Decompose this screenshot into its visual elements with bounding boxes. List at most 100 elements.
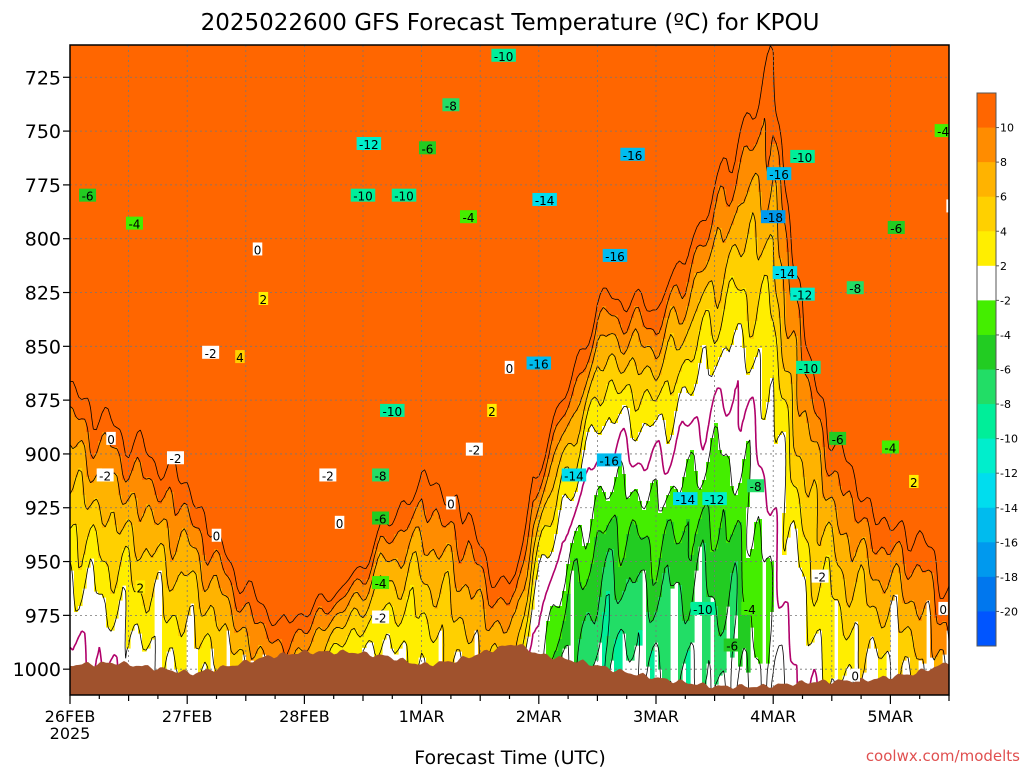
temperature-band-cell xyxy=(774,45,779,145)
temperature-band-cell xyxy=(698,300,703,331)
temperature-band-cell xyxy=(778,390,783,436)
temperature-band-cell xyxy=(790,483,795,523)
temperature-band-cell xyxy=(594,369,599,400)
colorbar-tick-label: 4 xyxy=(1000,225,1007,238)
temperature-band-cell xyxy=(738,162,743,205)
contour-label: -12 xyxy=(705,493,725,507)
temperature-band-cell xyxy=(742,288,747,349)
temperature-band-cell xyxy=(662,360,667,385)
temperature-band-cell xyxy=(766,240,771,280)
temperature-band-cell xyxy=(882,654,887,688)
temperature-band-cell xyxy=(126,45,131,481)
temperature-band-cell xyxy=(398,600,403,625)
colorbar-swatch xyxy=(977,334,996,370)
contour-label-bg xyxy=(372,468,390,482)
temperature-band-cell xyxy=(666,495,671,520)
temperature-band-cell xyxy=(366,45,371,580)
temperature-band-cell xyxy=(554,45,559,427)
temperature-band-cell xyxy=(710,45,715,226)
temperature-band-cell xyxy=(826,555,831,691)
temperature-band-cell xyxy=(346,621,351,637)
temperature-band-cell xyxy=(550,441,555,463)
temperature-band-cell xyxy=(614,600,619,640)
temperature-band-cell xyxy=(110,474,115,511)
temperature-band-cell xyxy=(590,399,595,427)
colorbar-tick-label: -14 xyxy=(1000,502,1018,515)
contour-label: -10 xyxy=(394,190,414,204)
temperature-band-cell xyxy=(738,255,743,292)
temperature-band-cell xyxy=(898,543,903,574)
temperature-band-cell xyxy=(594,537,599,622)
temperature-band-cell xyxy=(386,561,391,583)
temperature-band-cell xyxy=(214,549,219,577)
temperature-band-cell xyxy=(158,543,163,571)
temperature-band-cell xyxy=(178,537,183,574)
contour-label: -10 xyxy=(353,190,373,204)
temperature-band-cell xyxy=(846,45,851,493)
temperature-band-cell xyxy=(602,567,607,613)
temperature-band-cell xyxy=(566,564,571,595)
temperature-band-cell xyxy=(134,591,139,625)
temperature-band-cell xyxy=(806,378,811,424)
temperature-band-cell xyxy=(718,186,723,229)
contour-label-bg xyxy=(766,167,792,181)
temperature-band-cell xyxy=(170,591,175,616)
temperature-band-cell xyxy=(470,549,475,601)
temperature-band-cell xyxy=(710,249,715,283)
temperature-band-cell xyxy=(302,45,307,634)
temperature-band-cell xyxy=(942,621,947,655)
temperature-band-cell xyxy=(210,558,215,580)
contour-label: 0 xyxy=(969,269,977,283)
contour-label-bg xyxy=(790,287,815,301)
temperature-band-cell xyxy=(918,567,923,622)
temperature-band-cell xyxy=(154,495,159,526)
temperature-band-cell xyxy=(130,471,135,493)
temperature-band-cell xyxy=(390,561,395,583)
temperature-band-cell xyxy=(466,588,471,643)
temperature-band-cell xyxy=(714,549,719,607)
temperature-band-cell xyxy=(194,573,199,649)
temperature-band-cell xyxy=(530,537,535,565)
temperature-band-cell xyxy=(650,579,655,622)
temperature-band-cell xyxy=(178,636,183,679)
temperature-band-cell xyxy=(842,495,847,535)
temperature-band-cell xyxy=(358,597,363,616)
temperature-band-cell xyxy=(538,489,543,505)
temperature-band-cell xyxy=(142,552,147,607)
temperature-band-cell xyxy=(630,45,635,319)
temperature-band-cell xyxy=(234,45,239,610)
temperature-band-cell xyxy=(206,564,211,589)
temperature-band-cell xyxy=(926,570,931,601)
temperature-band-cell xyxy=(510,45,515,598)
temperature-band-cell xyxy=(882,594,887,628)
temperature-band-cell xyxy=(538,537,543,559)
temperature-band-cell xyxy=(694,312,699,352)
temperature-band-cell xyxy=(634,489,639,526)
temperature-band-cell xyxy=(178,45,183,511)
contour-label-bg xyxy=(319,468,337,482)
temperature-band-cell xyxy=(802,372,807,412)
temperature-band-cell xyxy=(718,528,723,637)
temperature-band-cell xyxy=(90,459,95,484)
colorbar-swatch xyxy=(977,231,996,267)
temperature-band-cell xyxy=(326,45,331,616)
contour-label-bg xyxy=(446,496,456,510)
contour-label-bg xyxy=(442,98,460,112)
temperature-band-cell xyxy=(674,45,679,286)
temperature-band-cell xyxy=(834,471,839,511)
temperature-band-cell xyxy=(602,306,607,337)
temperature-band-cell xyxy=(390,45,395,544)
temperature-band-cell xyxy=(90,525,95,559)
temperature-band-cell xyxy=(558,441,563,463)
temperature-band-cell xyxy=(378,537,383,553)
contour-label: -10 xyxy=(799,362,819,376)
colorbar-tick-label: -4 xyxy=(1000,329,1011,342)
temperature-band-cell xyxy=(650,330,655,349)
temperature-band-cell xyxy=(906,603,911,628)
temperature-band-cell xyxy=(98,558,103,595)
temperature-band-cell xyxy=(314,630,319,661)
contour-label: 2 xyxy=(260,293,268,307)
temperature-band-cell xyxy=(414,618,419,682)
contour-label-bg xyxy=(811,569,829,583)
temperature-band-cell xyxy=(566,468,571,499)
